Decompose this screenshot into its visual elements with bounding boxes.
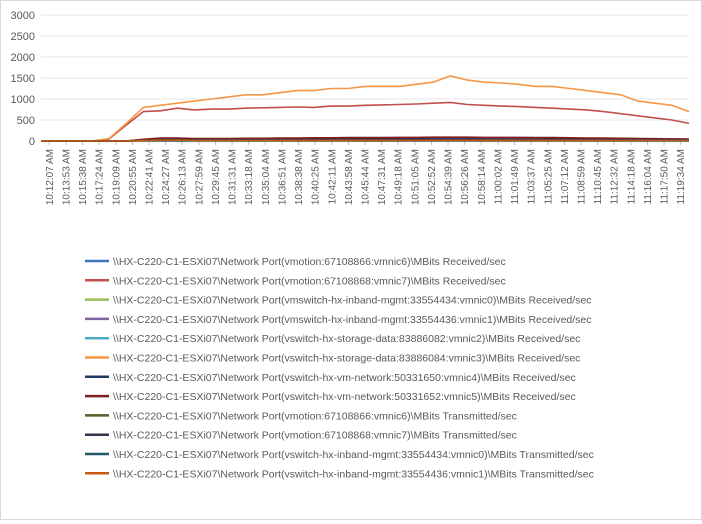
- gridlines: [41, 15, 689, 141]
- x-axis: 10:12:07 AM 10:13:53 AM 10:15:38 AM 10:17:2…: [45, 141, 687, 205]
- x-tick-label: 11:16:04 AM: [643, 149, 654, 204]
- x-tick-label: 10:36:51 AM: [277, 149, 288, 205]
- x-tick-label: 10:38:38 AM: [294, 149, 305, 205]
- x-tick-label: 11:10:45 AM: [593, 149, 604, 204]
- legend-item: \\HX-C220-C1-ESXi07\Network Port(vswitch…: [85, 372, 576, 384]
- series-line: [41, 102, 689, 141]
- legend-label: \\HX-C220-C1-ESXi07\Network Port(vmswitc…: [113, 314, 592, 326]
- x-tick-label: 10:42:11 AM: [327, 149, 338, 204]
- legend-item: \\HX-C220-C1-ESXi07\Network Port(vswitch…: [85, 333, 580, 345]
- legend-item: \\HX-C220-C1-ESXi07\Network Port(vswitch…: [85, 391, 576, 403]
- legend-item: \\HX-C220-C1-ESXi07\Network Port(vmotion…: [85, 256, 506, 268]
- legend-item: \\HX-C220-C1-ESXi07\Network Port(vmswitc…: [85, 295, 592, 307]
- legend-label: \\HX-C220-C1-ESXi07\Network Port(vswitch…: [113, 391, 576, 403]
- x-tick-label: 10:45:44 AM: [361, 149, 372, 205]
- x-tick-label: 11:12:32 AM: [610, 149, 621, 204]
- legend-item: \\HX-C220-C1-ESXi07\Network Port(vmotion…: [85, 430, 517, 442]
- x-tick-label: 10:15:38 AM: [78, 149, 89, 205]
- legend-label: \\HX-C220-C1-ESXi07\Network Port(vswitch…: [113, 449, 594, 461]
- x-tick-label: 10:12:07 AM: [45, 149, 56, 205]
- x-tick-label: 11:14:18 AM: [626, 149, 637, 204]
- x-tick-label: 10:19:09 AM: [111, 149, 122, 205]
- legend-label: \\HX-C220-C1-ESXi07\Network Port(vswitch…: [113, 468, 594, 480]
- x-tick-label: 11:07:12 AM: [560, 149, 571, 204]
- x-tick-label: 10:54:39 AM: [444, 149, 455, 205]
- legend-label: \\HX-C220-C1-ESXi07\Network Port(vswitch…: [113, 372, 576, 384]
- x-tick-label: 10:56:26 AM: [460, 149, 471, 205]
- x-tick-label: 11:19:34 AM: [676, 149, 687, 204]
- y-tick-label: 500: [17, 115, 35, 127]
- y-axis: 0 500 1000 1500 2000 2500 3000: [11, 10, 35, 148]
- legend-item: \\HX-C220-C1-ESXi07\Network Port(vswitch…: [85, 353, 580, 365]
- legend-item: \\HX-C220-C1-ESXi07\Network Port(vmotion…: [85, 410, 517, 422]
- x-tick-label: 10:31:31 AM: [228, 149, 239, 205]
- x-tick-label: 10:51:05 AM: [410, 149, 421, 205]
- legend-item: \\HX-C220-C1-ESXi07\Network Port(vswitch…: [85, 468, 594, 480]
- legend-label: \\HX-C220-C1-ESXi07\Network Port(vmswitc…: [113, 295, 592, 307]
- x-tick-label: 11:05:25 AM: [543, 149, 554, 204]
- legend: \\HX-C220-C1-ESXi07\Network Port(vmotion…: [85, 256, 594, 480]
- series-line: [41, 140, 689, 141]
- legend-label: \\HX-C220-C1-ESXi07\Network Port(vmotion…: [113, 256, 506, 268]
- y-tick-label: 3000: [11, 10, 35, 22]
- series-line: [41, 76, 689, 141]
- x-tick-label: 10:43:58 AM: [344, 149, 355, 205]
- legend-label: \\HX-C220-C1-ESXi07\Network Port(vmotion…: [113, 410, 517, 422]
- x-tick-label: 10:40:25 AM: [311, 149, 322, 205]
- x-tick-label: 10:58:14 AM: [477, 149, 488, 205]
- x-tick-label: 10:29:45 AM: [211, 149, 222, 205]
- x-tick-label: 10:33:18 AM: [244, 149, 255, 205]
- legend-label: \\HX-C220-C1-ESXi07\Network Port(vmotion…: [113, 430, 517, 442]
- x-tick-label: 10:17:24 AM: [95, 149, 106, 205]
- x-tick-label: 11:00:02 AM: [493, 149, 504, 204]
- x-tick-label: 10:24:27 AM: [161, 149, 172, 205]
- x-tick-label: 10:52:52 AM: [427, 149, 438, 205]
- y-tick-label: 2500: [11, 31, 35, 43]
- x-tick-label: 10:26:13 AM: [178, 149, 189, 205]
- x-tick-label: 10:27:59 AM: [194, 149, 205, 205]
- y-tick-label: 0: [29, 136, 35, 148]
- legend-item: \\HX-C220-C1-ESXi07\Network Port(vswitch…: [85, 449, 594, 461]
- legend-label: \\HX-C220-C1-ESXi07\Network Port(vswitch…: [113, 333, 580, 345]
- x-tick-label: 11:03:37 AM: [527, 149, 538, 204]
- plot-area: [41, 76, 689, 141]
- y-tick-label: 1000: [11, 94, 35, 106]
- x-tick-label: 10:47:31 AM: [377, 149, 388, 205]
- x-tick-label: 10:49:18 AM: [394, 149, 405, 205]
- x-tick-label: 10:35:04 AM: [261, 149, 272, 205]
- legend-label: \\HX-C220-C1-ESXi07\Network Port(vmotion…: [113, 275, 506, 287]
- legend-item: \\HX-C220-C1-ESXi07\Network Port(vmotion…: [85, 275, 506, 287]
- x-tick-label: 11:08:59 AM: [577, 149, 588, 204]
- y-tick-label: 2000: [11, 52, 35, 64]
- x-tick-label: 11:01:49 AM: [510, 149, 521, 204]
- legend-label: \\HX-C220-C1-ESXi07\Network Port(vswitch…: [113, 353, 580, 365]
- x-tick-label: 10:13:53 AM: [61, 149, 72, 205]
- y-tick-label: 1500: [11, 73, 35, 85]
- legend-item: \\HX-C220-C1-ESXi07\Network Port(vmswitc…: [85, 314, 592, 326]
- x-tick-label: 10:22:41 AM: [145, 149, 156, 205]
- x-tick-label: 10:20:55 AM: [128, 149, 139, 205]
- x-tick-label: 11:17:50 AM: [660, 149, 671, 204]
